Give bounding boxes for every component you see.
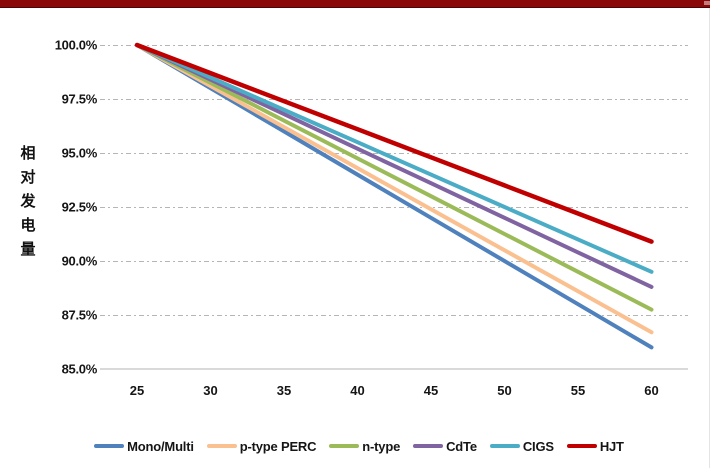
x-tick-label: 50 xyxy=(497,383,512,398)
y-tick-label: 90.0% xyxy=(61,253,98,269)
series-line-cigs xyxy=(135,43,654,274)
y-tick-label: 85.0% xyxy=(61,361,98,377)
legend-item-mono-multi: Mono/Multi xyxy=(94,439,194,454)
y-axis-title-char: 量 xyxy=(20,241,36,258)
y-axis-title-char: 电 xyxy=(20,217,36,234)
legend-item-n-type: n-type xyxy=(329,439,400,454)
y-axis-title-char: 对 xyxy=(20,169,36,186)
gridline xyxy=(100,315,688,316)
y-tick-label: 100.0% xyxy=(54,37,98,53)
series-line-n-type xyxy=(135,43,654,312)
legend-label: p-type PERC xyxy=(239,438,317,454)
legend-label: n-type xyxy=(362,438,401,454)
x-tick-label: 45 xyxy=(423,383,439,398)
gridline xyxy=(100,261,688,262)
gridline xyxy=(100,153,688,154)
x-tick-label: 25 xyxy=(129,383,145,398)
x-tick-label: 30 xyxy=(203,383,218,398)
banner-notch xyxy=(704,1,710,5)
legend-line-swatch xyxy=(94,444,125,448)
top-banner xyxy=(0,0,710,8)
x-tick-label: 60 xyxy=(644,383,659,398)
gridline xyxy=(100,207,688,208)
legend-item-cdte: CdTe xyxy=(413,439,477,454)
series-line-cdte xyxy=(135,43,654,289)
x-tick-label: 35 xyxy=(276,383,292,398)
legend: Mono/Multi p-type PERC n-type CdTe CIGS HJT xyxy=(0,436,718,456)
y-axis-title-char: 发 xyxy=(20,193,36,210)
legend-item-p-type-perc: p-type PERC xyxy=(206,438,317,454)
x-tick-label: 40 xyxy=(350,383,365,398)
page-right-edge-line xyxy=(709,8,710,468)
y-tick-label: 87.5% xyxy=(61,307,98,323)
series-line-mono-multi xyxy=(135,43,654,350)
legend-label: CdTe xyxy=(446,438,477,454)
legend-label: CIGS xyxy=(522,438,554,454)
legend-item-cigs: CIGS xyxy=(489,438,554,454)
legend-line-swatch xyxy=(329,444,360,448)
y-tick-label: 97.5% xyxy=(61,91,98,107)
series-line-p-type-perc xyxy=(135,43,654,335)
x-tick-label: 55 xyxy=(570,383,586,398)
y-tick-label: 92.5% xyxy=(61,199,98,215)
legend-label: Mono/Multi xyxy=(127,438,194,454)
legend-label: HJT xyxy=(599,438,624,454)
legend-item-hjt: HJT xyxy=(566,438,624,454)
x-axis-line xyxy=(100,368,688,370)
y-axis-title: 相对发电量 xyxy=(18,142,38,262)
gridline xyxy=(100,45,688,46)
legend-line-swatch xyxy=(566,444,597,448)
legend-line-swatch xyxy=(489,444,520,448)
y-axis-title-char: 相 xyxy=(20,145,36,162)
gridline xyxy=(100,99,688,100)
series-line-hjt xyxy=(134,42,654,244)
y-tick-label: 95.0% xyxy=(61,145,98,161)
legend-line-swatch xyxy=(413,444,444,448)
legend-line-swatch xyxy=(206,444,237,448)
